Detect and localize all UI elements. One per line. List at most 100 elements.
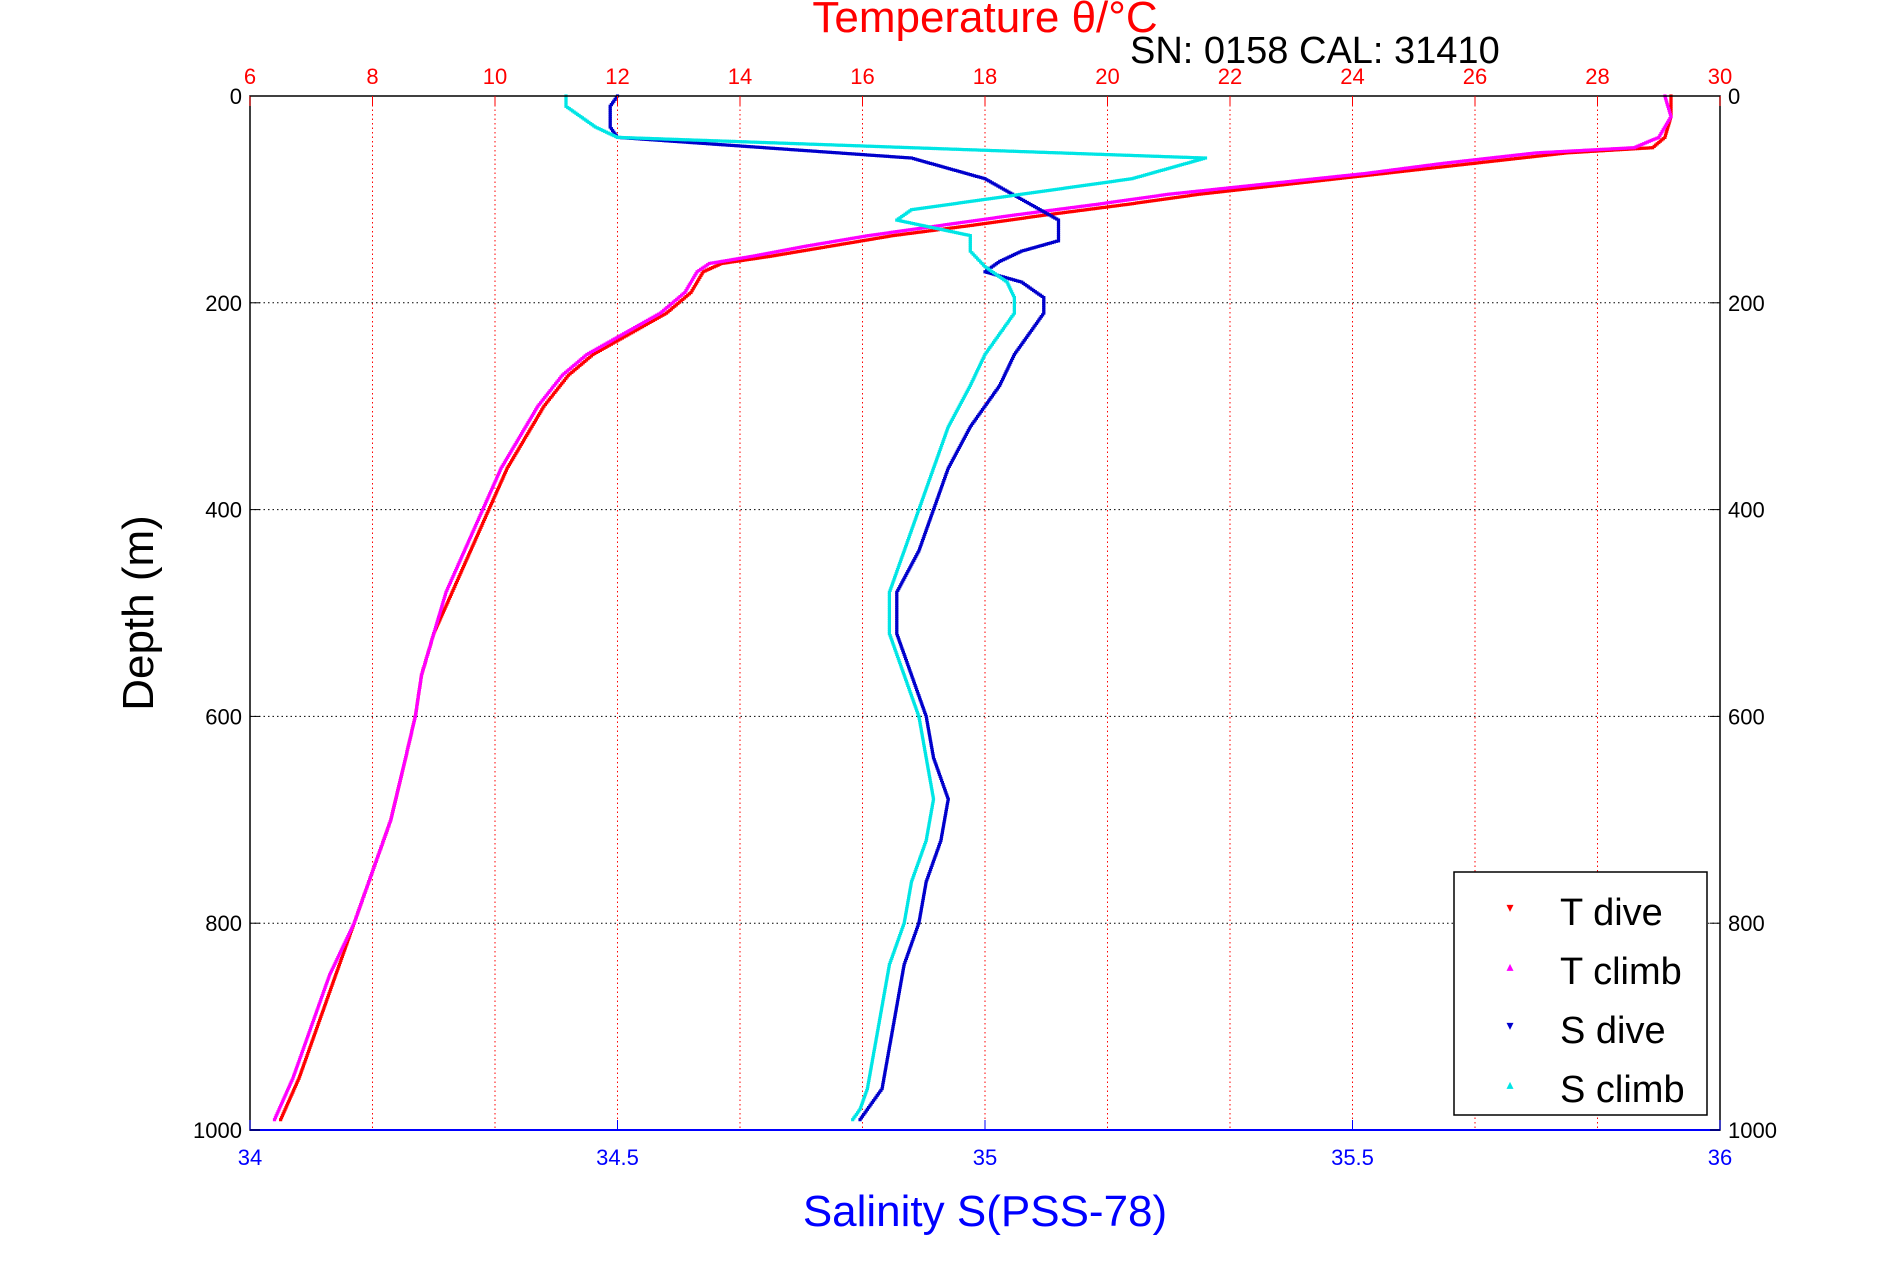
series-point-t-climb — [1655, 136, 1659, 140]
series-point-t-climb — [411, 725, 415, 729]
series-point-t-climb — [275, 1112, 279, 1116]
series-point-s-climb — [921, 737, 925, 741]
series-point-s-climb — [815, 142, 819, 146]
series-point-s-dive — [806, 149, 810, 153]
series-point-s-dive — [1051, 215, 1055, 219]
series-point-s-climb — [972, 199, 976, 203]
series-point-s-dive — [911, 938, 915, 942]
series-point-s-climb — [1020, 192, 1024, 196]
series-point-s-climb — [1003, 279, 1007, 283]
series-point-s-climb — [878, 1016, 882, 1020]
series-point-s-dive — [863, 1111, 867, 1115]
series-point-s-climb — [945, 429, 949, 433]
series-point-s-dive — [929, 739, 933, 743]
series-point-s-climb — [890, 956, 894, 960]
series-point-s-dive — [1009, 360, 1013, 364]
series-point-t-climb — [532, 411, 536, 416]
series-point-t-dive — [1152, 199, 1156, 203]
series-point-t-climb — [782, 248, 786, 252]
series-point-s-dive — [662, 139, 666, 143]
series-point-s-dive — [930, 750, 934, 754]
series-point-s-dive — [904, 656, 908, 661]
series-point-t-dive — [1016, 217, 1020, 221]
series-point-t-climb — [1001, 215, 1005, 219]
series-point-t-climb — [1050, 208, 1054, 212]
series-point-s-climb — [905, 541, 909, 545]
series-point-t-climb — [692, 275, 696, 279]
series-point-s-climb — [916, 861, 920, 865]
series-point-t-climb — [812, 243, 816, 247]
series-point-t-climb — [1432, 163, 1436, 167]
series-point-s-climb — [901, 553, 905, 557]
series-point-t-dive — [815, 246, 819, 250]
series-point-s-climb — [666, 137, 670, 141]
series-point-s-dive — [900, 977, 904, 981]
series-point-t-climb — [379, 845, 383, 849]
series-point-t-climb — [316, 1006, 320, 1010]
series-point-t-climb — [429, 640, 433, 644]
series-point-t-climb — [556, 378, 560, 382]
series-point-t-climb — [1485, 156, 1489, 160]
series-point-s-climb — [1026, 191, 1030, 195]
series-point-t-dive — [613, 340, 617, 344]
series-point-s-climb — [1094, 152, 1098, 156]
series-point-t-climb — [406, 743, 411, 747]
series-point-t-dive — [681, 297, 685, 301]
series-point-t-dive — [557, 385, 561, 389]
series-point-t-climb — [506, 455, 510, 459]
series-point-s-climb — [926, 481, 930, 485]
series-point-t-dive — [285, 1104, 289, 1108]
series-point-s-climb — [886, 969, 890, 973]
series-point-t-dive — [1669, 106, 1673, 110]
series-point-s-dive — [926, 524, 930, 528]
series-point-s-dive — [895, 632, 899, 636]
series-point-s-climb — [928, 477, 932, 481]
series-point-t-dive — [1189, 193, 1193, 197]
series-point-t-climb — [525, 422, 529, 426]
series-point-s-climb — [1203, 156, 1208, 160]
series-point-s-climb — [1113, 179, 1117, 183]
series-point-t-climb — [464, 545, 468, 549]
series-point-s-climb — [587, 120, 591, 124]
series-point-t-climb — [303, 1041, 307, 1045]
series-point-s-dive — [996, 385, 1001, 389]
series-point-s-climb — [637, 136, 641, 140]
series-point-t-dive — [1550, 153, 1554, 157]
series-point-s-dive — [930, 162, 935, 166]
series-point-t-dive — [1665, 129, 1669, 133]
series-point-t-climb — [1332, 175, 1336, 179]
series-point-t-dive — [307, 1049, 311, 1053]
depth-tick-label-right: 0 — [1728, 84, 1740, 109]
series-point-t-climb — [601, 343, 605, 347]
series-point-s-climb — [873, 1041, 878, 1045]
series-point-s-dive — [935, 849, 939, 853]
series-point-s-dive — [937, 845, 941, 849]
series-point-t-climb — [618, 334, 622, 338]
series-point-t-climb — [541, 397, 545, 401]
series-point-s-climb — [1010, 149, 1014, 153]
series-point-t-dive — [547, 397, 551, 401]
series-point-s-dive — [824, 150, 828, 154]
series-point-s-climb — [762, 140, 767, 145]
series-point-t-dive — [668, 308, 672, 312]
series-point-t-climb — [292, 1072, 296, 1076]
series-point-s-dive — [928, 869, 932, 874]
series-point-s-dive — [906, 952, 910, 956]
series-point-t-dive — [781, 252, 785, 256]
series-point-t-climb — [376, 853, 380, 857]
series-point-s-dive — [901, 155, 905, 159]
series-point-t-dive — [446, 600, 450, 604]
series-point-s-climb — [567, 107, 571, 111]
series-point-t-climb — [1271, 181, 1275, 185]
series-point-t-climb — [1468, 158, 1472, 162]
series-point-s-climb — [1098, 181, 1102, 185]
series-point-t-dive — [766, 255, 771, 259]
series-point-s-dive — [608, 119, 612, 123]
series-point-t-dive — [1283, 183, 1287, 187]
series-point-s-climb — [921, 495, 925, 499]
series-point-t-dive — [495, 490, 499, 494]
series-point-t-climb — [841, 238, 845, 242]
series-point-s-climb — [932, 464, 936, 468]
series-point-t-climb — [1414, 165, 1418, 169]
series-point-t-climb — [580, 357, 584, 361]
